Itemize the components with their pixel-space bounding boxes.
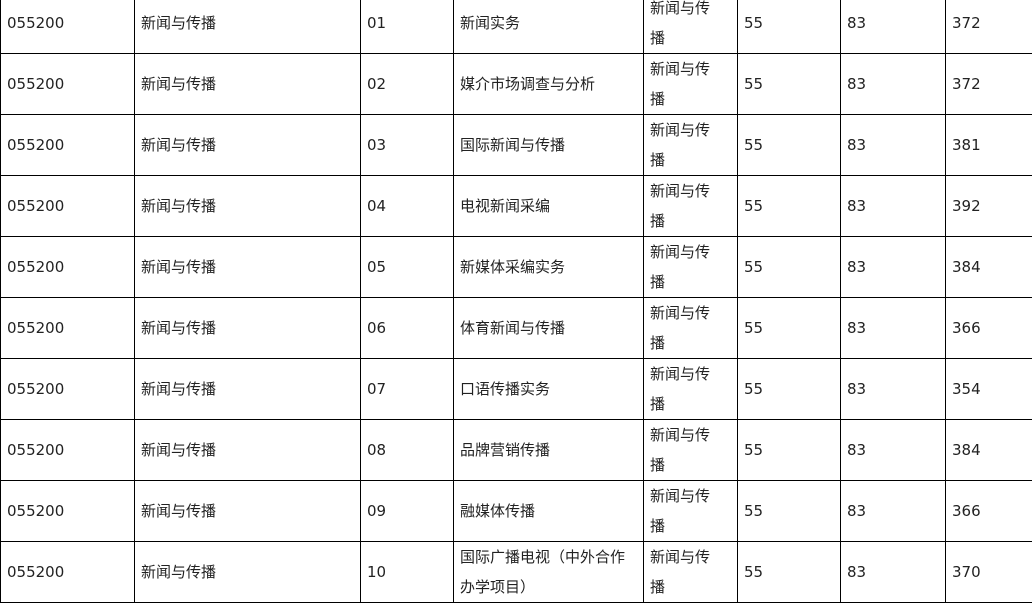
table-row: 055200 新闻与传播 06 体育新闻与传播 新闻与传播 55 83 366 xyxy=(0,297,1032,359)
table-cell: 融媒体传播 xyxy=(453,480,644,542)
table-cell: 新闻与传播 xyxy=(134,53,361,115)
table-cell: 055200 xyxy=(0,236,135,298)
table-cell: 新闻与传播 xyxy=(134,541,361,603)
table-row: 055200 新闻与传播 09 融媒体传播 新闻与传播 55 83 366 xyxy=(0,480,1032,542)
table-cell: 83 xyxy=(840,358,946,420)
table-cell: 新闻与传播 xyxy=(643,236,738,298)
table-cell: 口语传播实务 xyxy=(453,358,644,420)
table-cell: 055200 xyxy=(0,175,135,237)
table-cell: 83 xyxy=(840,114,946,176)
table-cell: 055200 xyxy=(0,358,135,420)
table-cell: 新闻与传播 xyxy=(134,358,361,420)
table-row: 055200 新闻与传播 04 电视新闻采编 新闻与传播 55 83 392 xyxy=(0,175,1032,237)
table-cell: 392 xyxy=(945,175,1032,237)
table-cell: 08 xyxy=(360,419,454,481)
table-cell: 055200 xyxy=(0,419,135,481)
table-cell: 55 xyxy=(737,419,841,481)
table-cell: 55 xyxy=(737,541,841,603)
table-cell: 10 xyxy=(360,541,454,603)
table-cell: 国际广播电视（中外合作办学项目） xyxy=(453,541,644,603)
table-cell: 新闻与传播 xyxy=(643,358,738,420)
table-cell: 83 xyxy=(840,236,946,298)
table-cell: 新闻与传播 xyxy=(134,297,361,359)
table-cell: 新闻与传播 xyxy=(643,0,738,54)
table-cell: 366 xyxy=(945,297,1032,359)
table-row: 055200 新闻与传播 07 口语传播实务 新闻与传播 55 83 354 xyxy=(0,358,1032,420)
table-row: 055200 新闻与传播 08 品牌营销传播 新闻与传播 55 83 384 xyxy=(0,419,1032,481)
table-cell: 83 xyxy=(840,419,946,481)
table-row: 055200 新闻与传播 10 国际广播电视（中外合作办学项目） 新闻与传播 55 83 37… xyxy=(0,541,1032,603)
table-cell: 83 xyxy=(840,480,946,542)
table-cell: 新闻与传播 xyxy=(134,114,361,176)
table-cell: 新闻与传播 xyxy=(643,541,738,603)
table-cell: 新闻与传播 xyxy=(643,419,738,481)
table-cell: 新闻与传播 xyxy=(643,114,738,176)
table-cell: 02 xyxy=(360,53,454,115)
table-cell: 384 xyxy=(945,419,1032,481)
table-cell: 354 xyxy=(945,358,1032,420)
table-cell: 新闻实务 xyxy=(453,0,644,54)
table-cell: 055200 xyxy=(0,114,135,176)
table-cell: 新媒体采编实务 xyxy=(453,236,644,298)
table-row: 055200 新闻与传播 03 国际新闻与传播 新闻与传播 55 83 381 xyxy=(0,114,1032,176)
table-cell: 55 xyxy=(737,53,841,115)
table-cell: 媒介市场调查与分析 xyxy=(453,53,644,115)
table-cell: 055200 xyxy=(0,541,135,603)
table-cell: 新闻与传播 xyxy=(643,480,738,542)
table-cell: 370 xyxy=(945,541,1032,603)
table-cell: 83 xyxy=(840,175,946,237)
table-cell: 55 xyxy=(737,175,841,237)
table-cell: 384 xyxy=(945,236,1032,298)
table-cell: 83 xyxy=(840,541,946,603)
table-cell: 品牌营销传播 xyxy=(453,419,644,481)
table-cell: 07 xyxy=(360,358,454,420)
table-cell: 05 xyxy=(360,236,454,298)
table-cell: 55 xyxy=(737,0,841,54)
table-cell: 55 xyxy=(737,297,841,359)
table-cell: 381 xyxy=(945,114,1032,176)
table-cell: 电视新闻采编 xyxy=(453,175,644,237)
table-cell: 055200 xyxy=(0,297,135,359)
table-cell: 体育新闻与传播 xyxy=(453,297,644,359)
table-cell: 新闻与传播 xyxy=(643,297,738,359)
table-cell: 国际新闻与传播 xyxy=(453,114,644,176)
table-cell: 83 xyxy=(840,297,946,359)
table-cell: 09 xyxy=(360,480,454,542)
table-cell: 55 xyxy=(737,480,841,542)
table-cell: 新闻与传播 xyxy=(643,53,738,115)
table-cell: 55 xyxy=(737,236,841,298)
table-cell: 366 xyxy=(945,480,1032,542)
table-cell: 06 xyxy=(360,297,454,359)
table-cell: 055200 xyxy=(0,53,135,115)
table-cell: 新闻与传播 xyxy=(134,0,361,54)
table-cell: 83 xyxy=(840,53,946,115)
table-cell: 01 xyxy=(360,0,454,54)
table-cell: 新闻与传播 xyxy=(643,175,738,237)
table-cell: 372 xyxy=(945,0,1032,54)
table-cell: 83 xyxy=(840,0,946,54)
table-cell: 新闻与传播 xyxy=(134,236,361,298)
table-cell: 03 xyxy=(360,114,454,176)
table-cell: 372 xyxy=(945,53,1032,115)
table-cell: 新闻与传播 xyxy=(134,175,361,237)
table-cell: 55 xyxy=(737,358,841,420)
table-cell: 新闻与传播 xyxy=(134,419,361,481)
table-cell: 55 xyxy=(737,114,841,176)
table-cell: 新闻与传播 xyxy=(134,480,361,542)
table-cell: 04 xyxy=(360,175,454,237)
table-cell: 055200 xyxy=(0,0,135,54)
table-row: 055200 新闻与传播 01 新闻实务 新闻与传播 55 83 372 xyxy=(0,0,1032,54)
table-cell: 055200 xyxy=(0,480,135,542)
table-row: 055200 新闻与传播 05 新媒体采编实务 新闻与传播 55 83 384 xyxy=(0,236,1032,298)
table-row: 055200 新闻与传播 02 媒介市场调查与分析 新闻与传播 55 83 372 xyxy=(0,53,1032,115)
